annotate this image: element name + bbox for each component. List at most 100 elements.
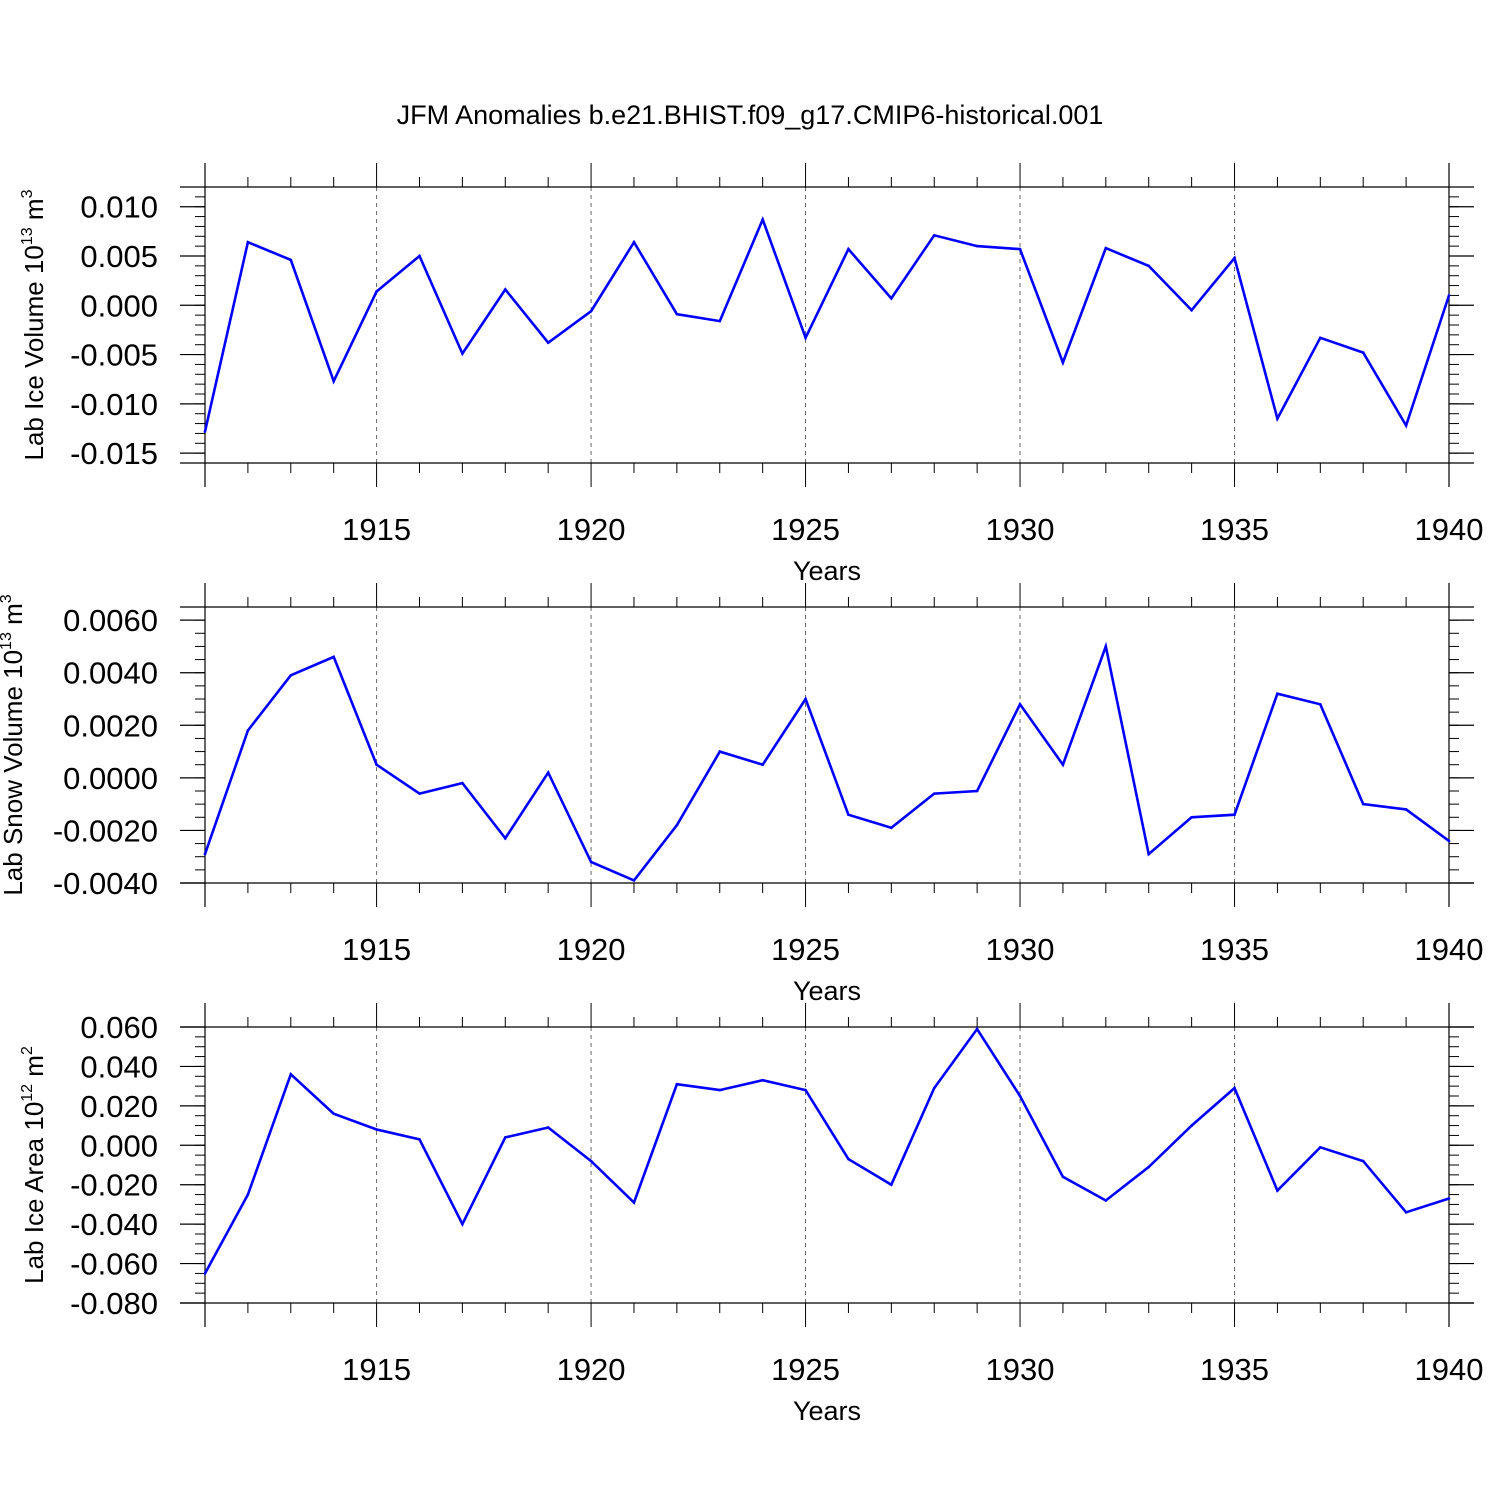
data-point: [1147, 1165, 1151, 1169]
data-point: [461, 352, 464, 355]
y-axis-label: Lab Snow Volume 1013 m3: [0, 594, 28, 895]
data-point: [1447, 294, 1451, 297]
data-point: [1319, 702, 1322, 706]
data-point: [761, 1078, 764, 1082]
data-point: [332, 655, 335, 659]
y-tick-label: 0.0020: [63, 708, 158, 743]
data-point: [718, 1088, 722, 1092]
data-point: [246, 1193, 250, 1196]
data-point: [546, 771, 550, 774]
data-point: [632, 1201, 636, 1204]
data-point: [890, 297, 893, 300]
y-tick-label: 0.060: [80, 1010, 158, 1045]
y-axis-label: Lab Ice Volume 1013 m3: [19, 189, 49, 460]
y-tick-label: -0.0020: [53, 813, 158, 848]
panel-2: -0.0040 -0.0020 0.0000 0.0020 0.0040 0.0060 19…: [0, 583, 1483, 1006]
data-point: [890, 1183, 893, 1187]
x-tick-label: 1925: [771, 512, 840, 547]
data-point: [1061, 1175, 1065, 1179]
data-point: [804, 336, 807, 340]
data-point: [975, 789, 979, 793]
data-point: [1404, 1211, 1408, 1214]
data-point: [246, 240, 250, 244]
chart-title: JFM Anomalies b.e21.BHIST.f09_g17.CMIP6-…: [397, 100, 1104, 130]
data-point: [675, 823, 679, 827]
y-tick-label: 0.000: [80, 288, 158, 323]
data-point: [1147, 264, 1151, 268]
data-point: [1276, 417, 1279, 420]
x-tick-label: 1930: [986, 932, 1055, 967]
x-tick-label: 1920: [557, 512, 626, 547]
data-point: [675, 312, 679, 316]
data-point: [1276, 692, 1279, 696]
data-point: [1447, 1197, 1451, 1200]
data-point: [804, 1088, 807, 1092]
x-tick-label: 1925: [771, 932, 840, 967]
data-point: [975, 244, 979, 248]
data-point: [1061, 361, 1065, 364]
y-tick-label: -0.0040: [53, 866, 158, 901]
y-tick-label: 0.000: [80, 1128, 158, 1163]
y-tick-label: -0.020: [70, 1168, 158, 1203]
data-point: [203, 1272, 207, 1275]
data-point: [1018, 247, 1022, 251]
y-tick-label: 0.005: [80, 239, 158, 274]
data-point: [203, 852, 207, 856]
x-tick-label: 1915: [342, 932, 411, 967]
data-point: [503, 288, 507, 291]
x-tick-label: 1930: [986, 1352, 1055, 1387]
data-point: [761, 218, 764, 221]
y-tick-label: -0.015: [70, 436, 158, 471]
y-tick-label: -0.005: [70, 338, 158, 373]
data-point: [1190, 1124, 1193, 1127]
x-tick-label: 1915: [342, 1352, 411, 1387]
data-point: [1104, 1199, 1108, 1202]
x-tick-label: 1935: [1200, 512, 1269, 547]
data-point: [1404, 808, 1408, 811]
data-point: [332, 1112, 335, 1116]
data-point: [375, 1128, 378, 1131]
data-point: [1233, 1086, 1236, 1090]
y-tick-label: 0.0040: [63, 656, 158, 691]
data-point: [375, 290, 378, 293]
data-point: [332, 379, 335, 383]
x-tick-label: 1920: [557, 1352, 626, 1387]
data-point: [1104, 246, 1108, 250]
y-tick-label: 0.0060: [63, 603, 158, 638]
data-point: [975, 1027, 979, 1031]
data-point: [1061, 763, 1065, 767]
x-axis-label: Years: [793, 976, 861, 1006]
data-point: [1447, 839, 1451, 843]
x-tick-label: 1915: [342, 512, 411, 547]
data-point: [546, 341, 550, 345]
data-point: [1018, 702, 1022, 706]
data-point: [546, 1126, 550, 1129]
series-line: [203, 641, 1450, 882]
panel-1: -0.015 -0.010 -0.005 0.000 0.005 0.010 1915 192…: [19, 163, 1483, 586]
data-point: [1361, 351, 1365, 354]
data-point: [1361, 802, 1365, 806]
x-tick-label: 1925: [771, 1352, 840, 1387]
data-point: [932, 792, 936, 795]
y-tick-label: -0.060: [70, 1247, 158, 1282]
data-point: [632, 240, 636, 244]
data-point: [246, 729, 250, 732]
series-line: [203, 1026, 1450, 1275]
data-point: [847, 247, 850, 251]
data-point: [418, 792, 421, 795]
y-tick-label: 0.040: [80, 1049, 158, 1084]
data-point: [804, 697, 807, 701]
data-point: [718, 319, 722, 323]
data-point: [289, 674, 293, 677]
data-point: [1404, 424, 1408, 427]
panel-3: -0.080 -0.060 -0.040 -0.020 0.000 0.020 0.040 0…: [19, 1003, 1483, 1426]
data-point: [375, 763, 378, 767]
data-point: [1104, 645, 1108, 648]
data-point: [932, 234, 936, 237]
y-tick-label: -0.080: [70, 1286, 158, 1321]
data-point: [847, 813, 850, 816]
data-point: [418, 254, 421, 258]
x-tick-label: 1935: [1200, 932, 1269, 967]
y-tick-label: 0.010: [80, 190, 158, 225]
data-point: [461, 1222, 464, 1226]
